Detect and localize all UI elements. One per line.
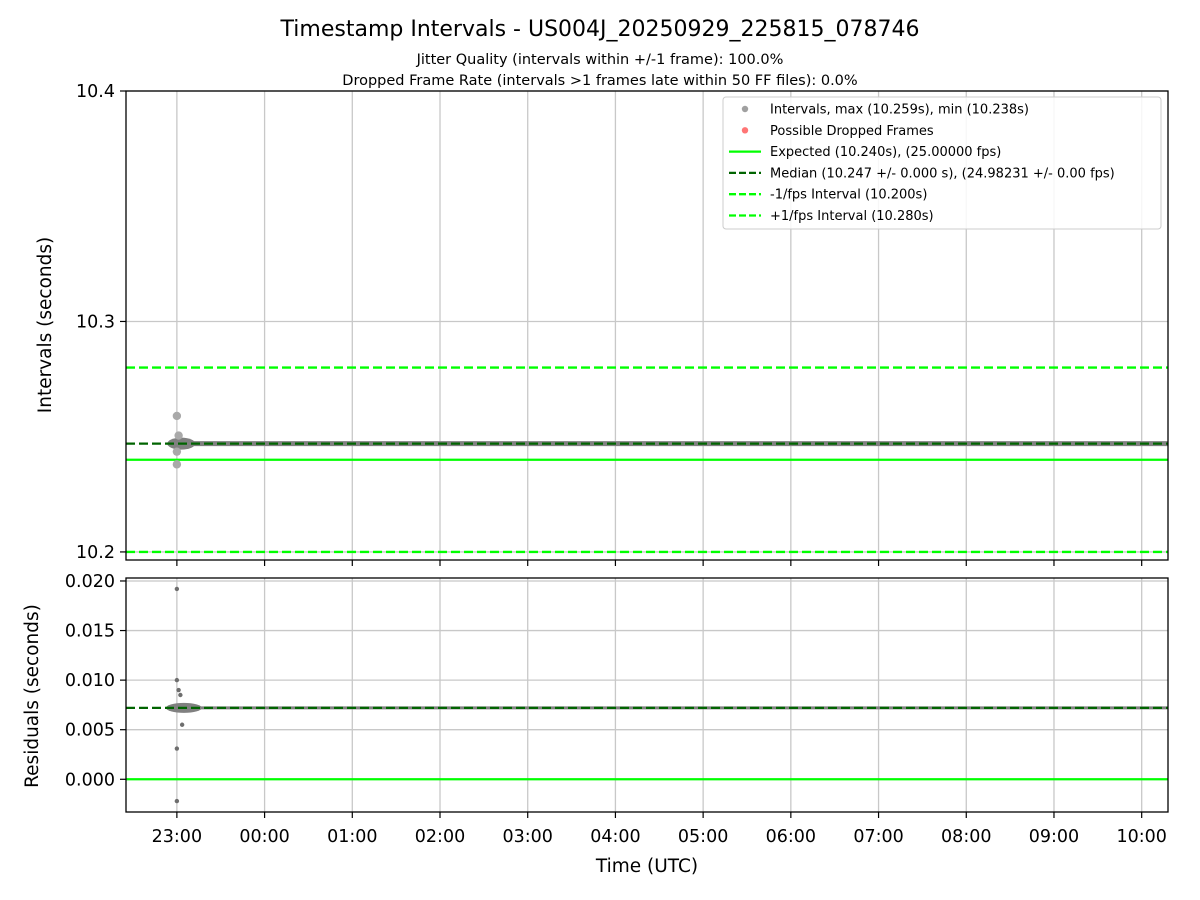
time-tick-label: 06:00 [766, 827, 816, 847]
interval-outlier-point [172, 447, 182, 456]
time-tick-label: 10:00 [1116, 827, 1166, 847]
time-tick-label: 00:00 [239, 827, 289, 847]
bottom-ytick-label: 0.005 [65, 721, 115, 741]
time-tick-label: 05:00 [678, 827, 728, 847]
residuals-panel: 0.000 0.005 0.010 0.015 0.020 [65, 572, 1169, 813]
time-tick-label: 09:00 [1029, 827, 1079, 847]
dropped-frame-subtitle: Dropped Frame Rate (intervals >1 frames … [342, 73, 857, 89]
legend: Intervals, max (10.259s), min (10.238s) P… [722, 96, 1162, 230]
legend-label: +1/fps Interval (10.280s) [770, 209, 934, 224]
bottom-ytick-label: 0.000 [65, 770, 115, 790]
bottom-ytick-label: 0.020 [65, 572, 115, 592]
intervals-y-axis-label: Intervals (seconds) [35, 237, 56, 413]
legend-marker-0 [741, 105, 749, 113]
legend-label: Median (10.247 +/- 0.000 s), (24.98231 +… [770, 166, 1115, 181]
residuals-panel-frame [125, 577, 1169, 813]
jitter-quality-subtitle: Jitter Quality (intervals within +/-1 fr… [416, 52, 784, 68]
top-ytick-label: 10.4 [76, 82, 115, 102]
residual-outlier-point [174, 586, 180, 592]
residual-outlier-point [176, 687, 181, 693]
residual-outlier-point [174, 798, 180, 804]
time-tick-label: 23:00 [152, 827, 202, 847]
legend-marker-1 [741, 127, 749, 134]
chart-title: Timestamp Intervals - US004J_20250929_22… [280, 17, 920, 42]
bottom-ytick-label: 0.015 [65, 622, 115, 642]
residual-outlier-point [178, 692, 183, 698]
interval-outlier-point [172, 460, 182, 469]
residuals-y-axis-label: Residuals (seconds) [22, 604, 43, 788]
interval-outlier-point [172, 411, 182, 421]
legend-label: Possible Dropped Frames [770, 124, 934, 139]
top-ytick-label: 10.3 [76, 312, 115, 332]
legend-label: -1/fps Interval (10.200s) [770, 188, 927, 203]
time-tick-label: 02:00 [415, 827, 465, 847]
legend-label: Expected (10.240s), (25.00000 fps) [770, 145, 1001, 160]
intervals-panel-frame [125, 90, 1169, 561]
time-tick-label: 01:00 [327, 827, 377, 847]
time-axis-label: Time (UTC) [595, 856, 698, 877]
residual-outlier-point [174, 677, 180, 683]
time-axis: 23:00 00:00 01:00 02:00 03:00 04:00 05:00 06:00… [152, 560, 1167, 847]
residual-outlier-point [174, 746, 180, 751]
legend-box [722, 96, 1162, 230]
time-tick-label: 08:00 [941, 827, 991, 847]
top-ytick-label: 10.2 [76, 543, 115, 563]
time-tick-label: 04:00 [590, 827, 640, 847]
time-tick-label: 07:00 [853, 827, 903, 847]
time-tick-label: 03:00 [502, 827, 552, 847]
residual-outlier-point [179, 722, 185, 727]
interval-outlier-point [174, 431, 183, 440]
legend-label: Intervals, max (10.259s), min (10.238s) [770, 103, 1029, 118]
bottom-ytick-label: 0.010 [65, 671, 115, 691]
